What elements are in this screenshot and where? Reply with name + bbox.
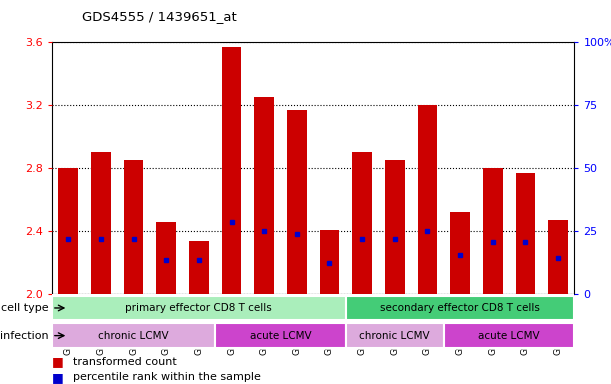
Bar xyxy=(320,230,339,294)
Bar xyxy=(222,47,241,294)
Text: transformed count: transformed count xyxy=(73,356,177,367)
Text: acute LCMV: acute LCMV xyxy=(250,331,311,341)
Bar xyxy=(254,97,274,294)
Text: acute LCMV: acute LCMV xyxy=(478,331,540,341)
Bar xyxy=(52,296,346,320)
Bar xyxy=(483,168,502,294)
Bar xyxy=(287,110,307,294)
Bar xyxy=(385,161,404,294)
Text: ■: ■ xyxy=(52,355,68,368)
Text: infection: infection xyxy=(0,331,52,341)
Text: ■: ■ xyxy=(52,371,68,384)
Bar xyxy=(189,241,208,294)
Bar xyxy=(450,212,470,294)
Text: GDS4555 / 1439651_at: GDS4555 / 1439651_at xyxy=(82,10,237,23)
Bar xyxy=(346,296,574,320)
Bar xyxy=(91,152,111,294)
Bar xyxy=(124,161,144,294)
Bar xyxy=(516,173,535,294)
Bar xyxy=(346,323,444,348)
Text: cell type: cell type xyxy=(1,303,52,313)
Bar xyxy=(548,220,568,294)
Bar xyxy=(444,323,574,348)
Bar xyxy=(417,105,437,294)
Text: primary effector CD8 T cells: primary effector CD8 T cells xyxy=(125,303,273,313)
Text: chronic LCMV: chronic LCMV xyxy=(98,331,169,341)
Text: chronic LCMV: chronic LCMV xyxy=(359,331,430,341)
Bar xyxy=(52,323,215,348)
Bar xyxy=(215,323,346,348)
Bar xyxy=(353,152,372,294)
Bar xyxy=(59,168,78,294)
Text: secondary effector CD8 T cells: secondary effector CD8 T cells xyxy=(380,303,540,313)
Bar xyxy=(156,222,176,294)
Text: percentile rank within the sample: percentile rank within the sample xyxy=(73,372,261,382)
